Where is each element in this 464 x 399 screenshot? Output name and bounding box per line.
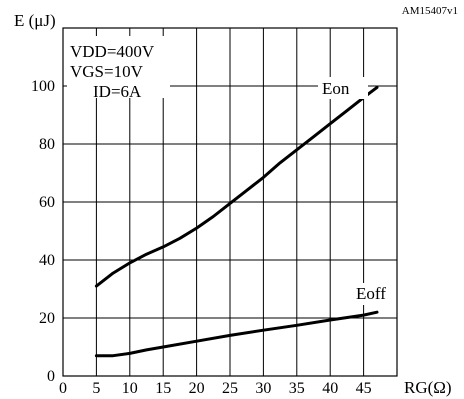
condition-id: ID=6A — [93, 82, 142, 101]
y-tick-labels: 0 20 40 60 80 100 — [31, 78, 55, 385]
x-tick-label: 5 — [92, 380, 100, 397]
x-tick-label: 0 — [59, 380, 67, 397]
y-tick-label: 40 — [39, 252, 55, 269]
x-tick-labels: 0 5 10 15 20 25 30 35 40 45 — [59, 380, 372, 397]
x-tick-label: 30 — [255, 380, 271, 397]
series-label-eoff: Eoff — [356, 284, 386, 303]
series-line-eon — [94, 85, 379, 288]
series-line-eoff — [94, 310, 379, 358]
y-tick-label: 100 — [31, 78, 55, 95]
eoff-label-bg — [352, 283, 392, 305]
plot-frame — [62, 27, 398, 377]
series-label-eon: Eon — [322, 79, 350, 98]
eon-label-bg — [318, 77, 368, 99]
chart-code: AM15407v1 — [402, 5, 458, 17]
x-tick-label: 10 — [122, 380, 138, 397]
x-tick-label: 20 — [189, 380, 205, 397]
x-tick-label: 45 — [356, 380, 372, 397]
y-axis-label: E (μJ) — [14, 11, 56, 30]
x-tick-label: 40 — [322, 380, 338, 397]
y-tick-label: 60 — [39, 194, 55, 211]
series-group — [94, 85, 379, 358]
condition-vdd: VDD=400V — [70, 42, 155, 61]
y-tick-label: 20 — [39, 310, 55, 327]
y-tick-label: 80 — [39, 136, 55, 153]
x-tick-label: 15 — [155, 380, 171, 397]
x-tick-label: 35 — [289, 380, 305, 397]
condition-vgs: VGS=10V — [70, 62, 144, 81]
x-axis-label: RG(Ω) — [404, 378, 452, 397]
y-tick-label: 0 — [47, 368, 55, 385]
x-tick-label: 25 — [222, 380, 238, 397]
conditions-box-bg — [67, 36, 170, 98]
